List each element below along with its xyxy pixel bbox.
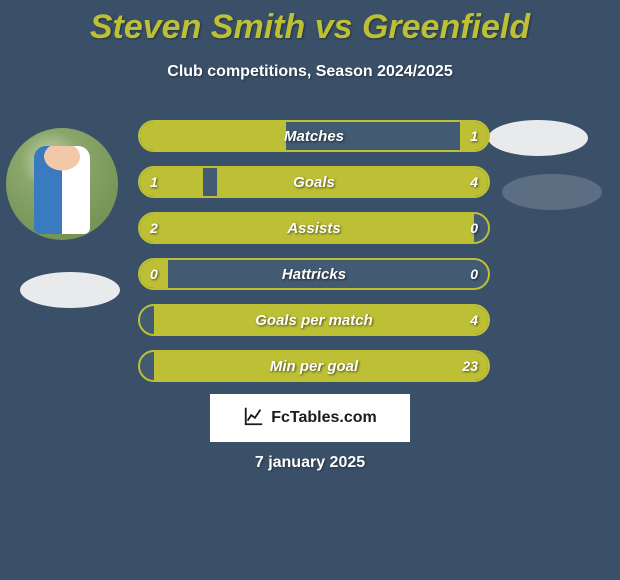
stat-row: Min per goal23 xyxy=(138,350,490,382)
team-badge-right-2 xyxy=(502,174,602,210)
date-label: 7 january 2025 xyxy=(0,454,620,472)
player-avatar-left xyxy=(6,128,118,240)
stat-value-right: 4 xyxy=(460,168,488,196)
stat-value-right: 0 xyxy=(460,214,488,242)
stat-row: Goals per match4 xyxy=(138,304,490,336)
stat-value-right: 1 xyxy=(460,122,488,150)
chart-icon xyxy=(243,405,265,432)
subtitle: Club competitions, Season 2024/2025 xyxy=(0,63,620,81)
team-badge-left xyxy=(20,272,120,308)
stat-row: 2Assists0 xyxy=(138,212,490,244)
stat-value-right: 23 xyxy=(452,352,488,380)
stat-row: Matches1 xyxy=(138,120,490,152)
stat-value-right: 4 xyxy=(460,306,488,334)
stat-value-right: 0 xyxy=(460,260,488,288)
stat-row: 1Goals4 xyxy=(138,166,490,198)
stat-label: Goals per match xyxy=(140,306,488,334)
stat-row: 0Hattricks0 xyxy=(138,258,490,290)
comparison-rows: Matches11Goals42Assists00Hattricks0Goals… xyxy=(138,120,490,396)
brand-watermark: FcTables.com xyxy=(210,394,410,442)
stat-label: Matches xyxy=(140,122,488,150)
stat-label: Min per goal xyxy=(140,352,488,380)
page-title: Steven Smith vs Greenfield xyxy=(0,0,620,47)
brand-label: FcTables.com xyxy=(271,409,377,427)
team-badge-right-1 xyxy=(488,120,588,156)
stat-label: Hattricks xyxy=(140,260,488,288)
stat-label: Goals xyxy=(140,168,488,196)
stat-label: Assists xyxy=(140,214,488,242)
